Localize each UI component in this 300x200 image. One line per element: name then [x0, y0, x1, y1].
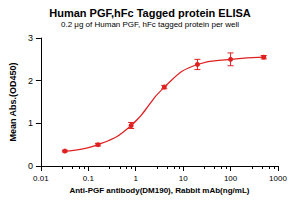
svg-text:2: 2 [28, 76, 33, 86]
svg-text:Human PGF,hFc Tagged protein E: Human PGF,hFc Tagged protein ELISA [49, 7, 251, 19]
svg-text:1: 1 [28, 118, 33, 128]
svg-text:10: 10 [179, 174, 188, 183]
svg-text:Mean Abs.(OD450): Mean Abs.(OD450) [8, 62, 18, 141]
svg-text:0.1: 0.1 [83, 174, 95, 183]
svg-text:Anti-PGF antibody(DM190), Rabb: Anti-PGF antibody(DM190), Rabbit mAb(ng/… [69, 186, 249, 195]
svg-text:100: 100 [224, 174, 238, 183]
svg-text:0.01: 0.01 [33, 174, 49, 183]
svg-text:0.2 μg of Human PGF, hFc tagge: 0.2 μg of Human PGF, hFc tagged protein … [61, 20, 239, 29]
svg-text:1: 1 [134, 174, 139, 183]
svg-text:1000: 1000 [269, 174, 287, 183]
svg-text:0: 0 [28, 161, 33, 171]
svg-text:3: 3 [28, 33, 33, 43]
